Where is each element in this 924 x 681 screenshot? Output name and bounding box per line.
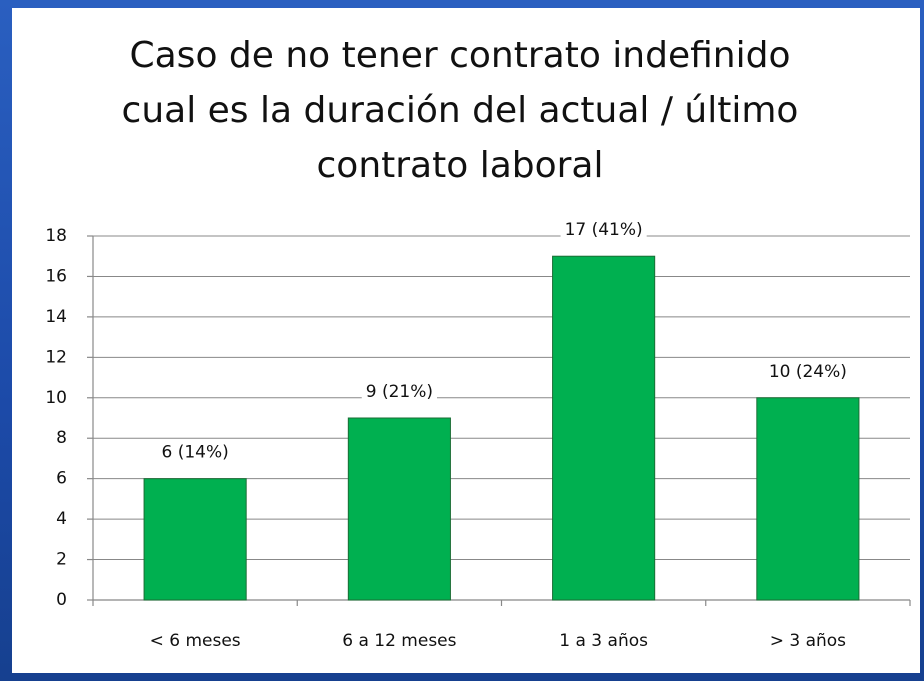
y-tick-label: 8 [56, 428, 67, 448]
y-tick-label: 2 [56, 550, 67, 570]
y-tick-label: 4 [56, 509, 67, 529]
value-label: 9 (21%) [366, 382, 433, 402]
y-tick-label: 6 [56, 469, 67, 489]
x-tick-label: 6 a 12 meses [342, 631, 456, 651]
y-tick-label: 12 [45, 347, 67, 367]
x-tick-label: 1 a 3 años [559, 631, 648, 651]
value-label-bg [157, 440, 233, 465]
chart-title: Caso de no tener contrato indefinido cua… [121, 35, 799, 186]
y-tick-label: 0 [56, 590, 67, 610]
value-label-bg [560, 218, 647, 243]
value-label-bg [764, 359, 851, 384]
x-tick-label: > 3 años [770, 631, 846, 651]
y-tick-label: 14 [45, 307, 67, 327]
x-tick-label: < 6 meses [150, 631, 241, 651]
bar [756, 397, 860, 601]
value-label-bg [361, 380, 438, 404]
y-tick-label: 16 [45, 266, 67, 286]
bar [143, 478, 247, 601]
y-tick-label: 10 [45, 388, 67, 408]
value-label: 10 (24%) [769, 362, 847, 382]
value-label: 17 (41%) [565, 220, 643, 240]
value-label: 6 (14%) [161, 443, 228, 463]
bar [347, 417, 451, 601]
y-tick-label: 18 [45, 226, 67, 246]
bar [552, 255, 656, 601]
